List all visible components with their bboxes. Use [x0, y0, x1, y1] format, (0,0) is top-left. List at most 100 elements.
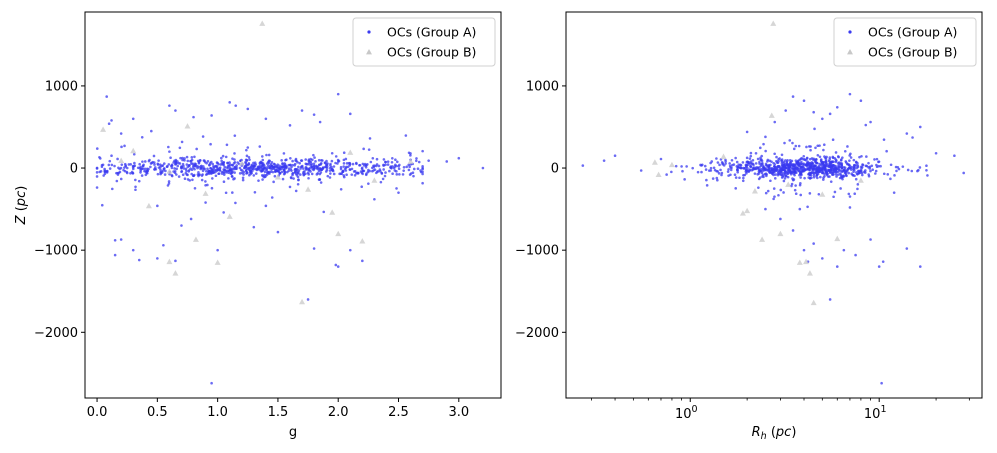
data-point	[293, 170, 297, 174]
data-point	[140, 135, 144, 139]
data-point	[727, 168, 730, 171]
data-point	[282, 172, 286, 176]
data-point	[739, 164, 743, 167]
data-point	[252, 174, 256, 177]
data-point	[167, 163, 171, 166]
data-point	[691, 166, 694, 170]
data-point	[285, 158, 288, 162]
data-point	[828, 175, 831, 178]
data-point	[234, 201, 237, 205]
data-point	[162, 243, 165, 247]
data-point	[329, 172, 332, 175]
data-point	[834, 172, 838, 176]
data-point	[302, 170, 305, 174]
data-point	[356, 171, 359, 175]
x-axis-label: g	[289, 425, 297, 440]
data-point	[253, 191, 257, 194]
data-point	[854, 253, 857, 257]
data-point	[735, 160, 739, 164]
data-point	[613, 154, 617, 158]
data-point	[212, 171, 216, 174]
data-point	[318, 166, 322, 170]
data-point	[816, 144, 820, 148]
data-point	[348, 164, 351, 167]
data-point	[777, 165, 781, 168]
data-point	[860, 171, 864, 175]
data-point	[304, 168, 308, 171]
data-point	[367, 168, 370, 172]
data-point	[152, 154, 156, 158]
data-point	[319, 181, 323, 184]
data-point	[772, 171, 775, 174]
data-point	[869, 169, 872, 173]
data-point	[861, 173, 864, 177]
data-point	[261, 158, 265, 162]
data-point	[185, 155, 189, 159]
data-point	[319, 163, 323, 166]
data-point	[180, 224, 183, 227]
data-point	[818, 170, 822, 174]
y-tick-label: −2000	[515, 326, 559, 341]
data-point	[345, 162, 349, 165]
data-point	[417, 160, 421, 164]
data-point	[157, 159, 160, 162]
data-point	[829, 168, 833, 172]
data-point	[348, 112, 352, 116]
data-point	[790, 170, 794, 174]
data-point	[753, 172, 757, 175]
data-point	[329, 209, 336, 215]
data-point	[180, 140, 184, 144]
data-point	[344, 157, 348, 161]
data-point	[397, 167, 401, 171]
data-point	[818, 144, 821, 147]
data-point	[247, 167, 250, 170]
data-point	[905, 247, 909, 250]
data-point	[705, 178, 708, 182]
data-point	[768, 112, 775, 118]
data-point	[345, 173, 348, 177]
data-point	[817, 192, 821, 196]
data-point	[240, 171, 244, 175]
data-point	[184, 167, 188, 171]
data-point	[153, 168, 156, 171]
data-point	[705, 184, 709, 187]
data-point	[791, 141, 794, 145]
data-point	[141, 160, 144, 163]
data-point	[238, 160, 245, 166]
data-point	[222, 180, 226, 183]
data-point	[289, 168, 293, 171]
data-point	[168, 104, 171, 107]
data-point	[200, 174, 204, 177]
data-point	[787, 167, 791, 170]
data-point	[833, 190, 837, 194]
data-point	[364, 173, 368, 177]
x-tick-label: 2.0	[328, 405, 349, 420]
data-point	[796, 166, 799, 170]
data-point	[802, 162, 805, 165]
data-point	[773, 120, 777, 124]
data-point	[113, 239, 117, 242]
data-point	[312, 162, 316, 166]
data-point	[840, 170, 844, 173]
data-point	[674, 164, 678, 168]
data-point	[865, 155, 868, 158]
data-point	[268, 166, 272, 170]
data-point	[840, 162, 844, 165]
data-point	[196, 159, 200, 163]
data-point	[751, 188, 758, 194]
data-point	[809, 173, 813, 177]
data-point	[834, 151, 838, 154]
data-point	[745, 165, 748, 168]
data-point	[262, 166, 266, 169]
x-tick-label: 100	[675, 404, 698, 422]
data-point	[156, 163, 160, 166]
data-point	[776, 161, 780, 165]
data-point	[217, 163, 220, 166]
data-point	[779, 169, 782, 173]
data-point	[214, 174, 218, 178]
data-point	[839, 172, 842, 175]
data-point	[457, 156, 461, 160]
data-point	[775, 155, 778, 159]
data-point	[581, 164, 585, 167]
